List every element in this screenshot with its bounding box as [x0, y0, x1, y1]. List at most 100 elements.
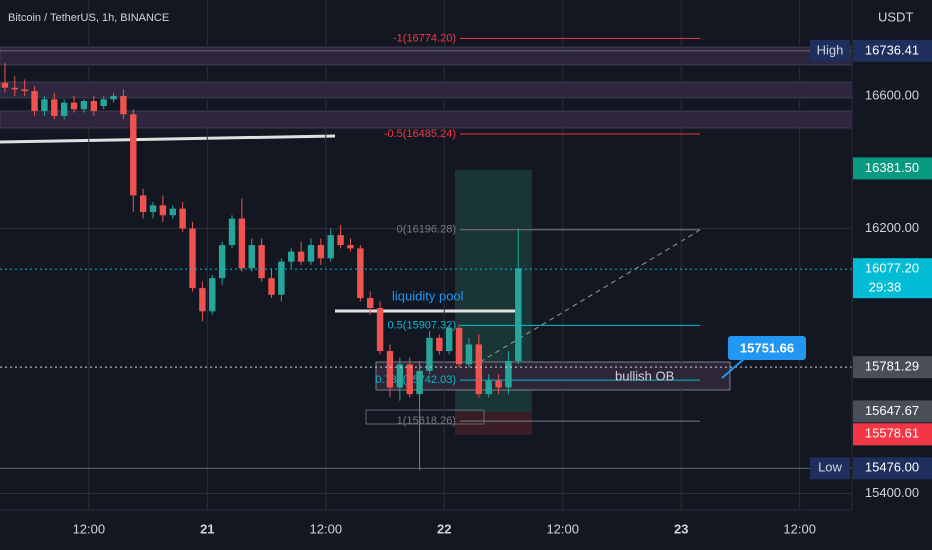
- price-label: 16736.41: [865, 42, 919, 57]
- fib-label: 1(15618.26): [397, 415, 456, 427]
- candle-body: [357, 248, 364, 299]
- candle-body: [426, 337, 433, 371]
- candle-body: [386, 351, 394, 388]
- price-label: 15781.29: [865, 359, 919, 374]
- fib-box: [365, 409, 485, 425]
- countdown: 29:38: [869, 280, 902, 295]
- candle-body: [455, 327, 463, 365]
- candle-body: [436, 337, 443, 352]
- y-tick-label: 16200.00: [865, 220, 919, 235]
- candle-body: [149, 205, 157, 212]
- price-label: 15578.61: [865, 426, 919, 441]
- candle-body: [337, 235, 344, 246]
- callout: 15751.66: [740, 340, 794, 355]
- fib-label: 0.5(15907.32): [388, 319, 457, 331]
- candle-body: [228, 218, 236, 246]
- price-label-box: [853, 423, 932, 446]
- fib-label: -1(16774.20): [393, 32, 456, 44]
- y-tick-label: 16600.00: [865, 87, 919, 102]
- candle-body: [41, 99, 48, 111]
- candle-body: [465, 344, 473, 365]
- candle-body: [70, 102, 78, 110]
- candle-body: [130, 114, 137, 196]
- zone: [0, 46, 853, 66]
- price-label: 16381.50: [865, 160, 919, 175]
- price-label-box: [853, 356, 932, 379]
- candle-body: [406, 364, 413, 395]
- candle-body: [445, 327, 453, 352]
- candle-body: [347, 245, 354, 249]
- candle-body: [80, 101, 88, 110]
- candle-body: [189, 228, 196, 289]
- candle-body: [307, 245, 315, 262]
- candle-body: [278, 261, 285, 295]
- zone: [0, 110, 853, 129]
- price-label: 16077.20: [865, 261, 919, 276]
- callout-arrow: [721, 357, 746, 379]
- chart-title: Bitcoin / TetherUS, 1h, BINANCE: [8, 12, 169, 24]
- stop-zone: [455, 412, 532, 435]
- candle-body: [209, 278, 216, 312]
- candle-body: [179, 208, 186, 229]
- candle-body: [238, 218, 246, 269]
- currency: USDT: [878, 9, 913, 24]
- candle-body: [169, 208, 176, 216]
- candle-body: [60, 102, 68, 116]
- candle-body: [288, 251, 295, 262]
- candle-body: [475, 344, 483, 395]
- price-label-box: [853, 157, 932, 180]
- price-label-box: [853, 400, 932, 423]
- fib-label: -0.5(16485.24): [384, 128, 456, 140]
- y-tick-label: 15400.00: [865, 485, 919, 500]
- candle-body: [495, 380, 502, 388]
- candle-body: [515, 268, 522, 361]
- price-label-box: [853, 258, 932, 299]
- candle-body: [327, 235, 334, 259]
- tag-box: [810, 457, 850, 480]
- callout-box: [728, 336, 806, 360]
- candle-body: [396, 364, 404, 388]
- candle-body: [505, 360, 512, 388]
- projection: [479, 229, 701, 363]
- note: bullish OB: [615, 368, 674, 383]
- candle-body: [120, 96, 127, 115]
- fib-label: 0(16196.28): [397, 224, 456, 236]
- price-label-box: [853, 39, 932, 62]
- price-label: 15647.67: [865, 403, 919, 418]
- price-label-box: [853, 457, 932, 480]
- x-tick-label: 12:00: [73, 521, 106, 536]
- candle-body: [376, 307, 384, 352]
- bullish-ob-box: [375, 361, 731, 391]
- candle-body: [51, 99, 58, 116]
- candle-body: [31, 91, 38, 111]
- x-tick-label: 12:00: [783, 521, 816, 536]
- tag: Low: [818, 460, 842, 475]
- candle-body: [159, 205, 167, 216]
- candle-body: [21, 89, 28, 92]
- candle-body: [367, 298, 374, 308]
- candle-body: [258, 245, 265, 279]
- x-tick-label: 23: [674, 521, 688, 536]
- candle-body: [268, 278, 275, 295]
- price-label: 15476.00: [865, 460, 919, 475]
- candle-body: [248, 245, 255, 269]
- fib-label: 0.786(15742.03): [375, 374, 456, 386]
- candle-body: [297, 251, 305, 262]
- candle-body: [317, 245, 325, 259]
- candle-body: [11, 87, 19, 90]
- x-tick-label: 12:00: [546, 521, 579, 536]
- x-tick-label: 22: [437, 521, 451, 536]
- candle-body: [1, 82, 9, 88]
- trend-line: [0, 134, 336, 144]
- note: liquidity pool: [392, 288, 464, 303]
- candle-body: [416, 370, 423, 395]
- candle-body: [139, 195, 147, 212]
- tag: High: [817, 42, 844, 57]
- tag-box: [810, 39, 850, 62]
- candle-body: [199, 288, 206, 312]
- x-tick-label: 12:00: [310, 521, 343, 536]
- candle-body: [110, 96, 117, 100]
- candle-body: [485, 380, 492, 395]
- candle-body: [100, 99, 107, 106]
